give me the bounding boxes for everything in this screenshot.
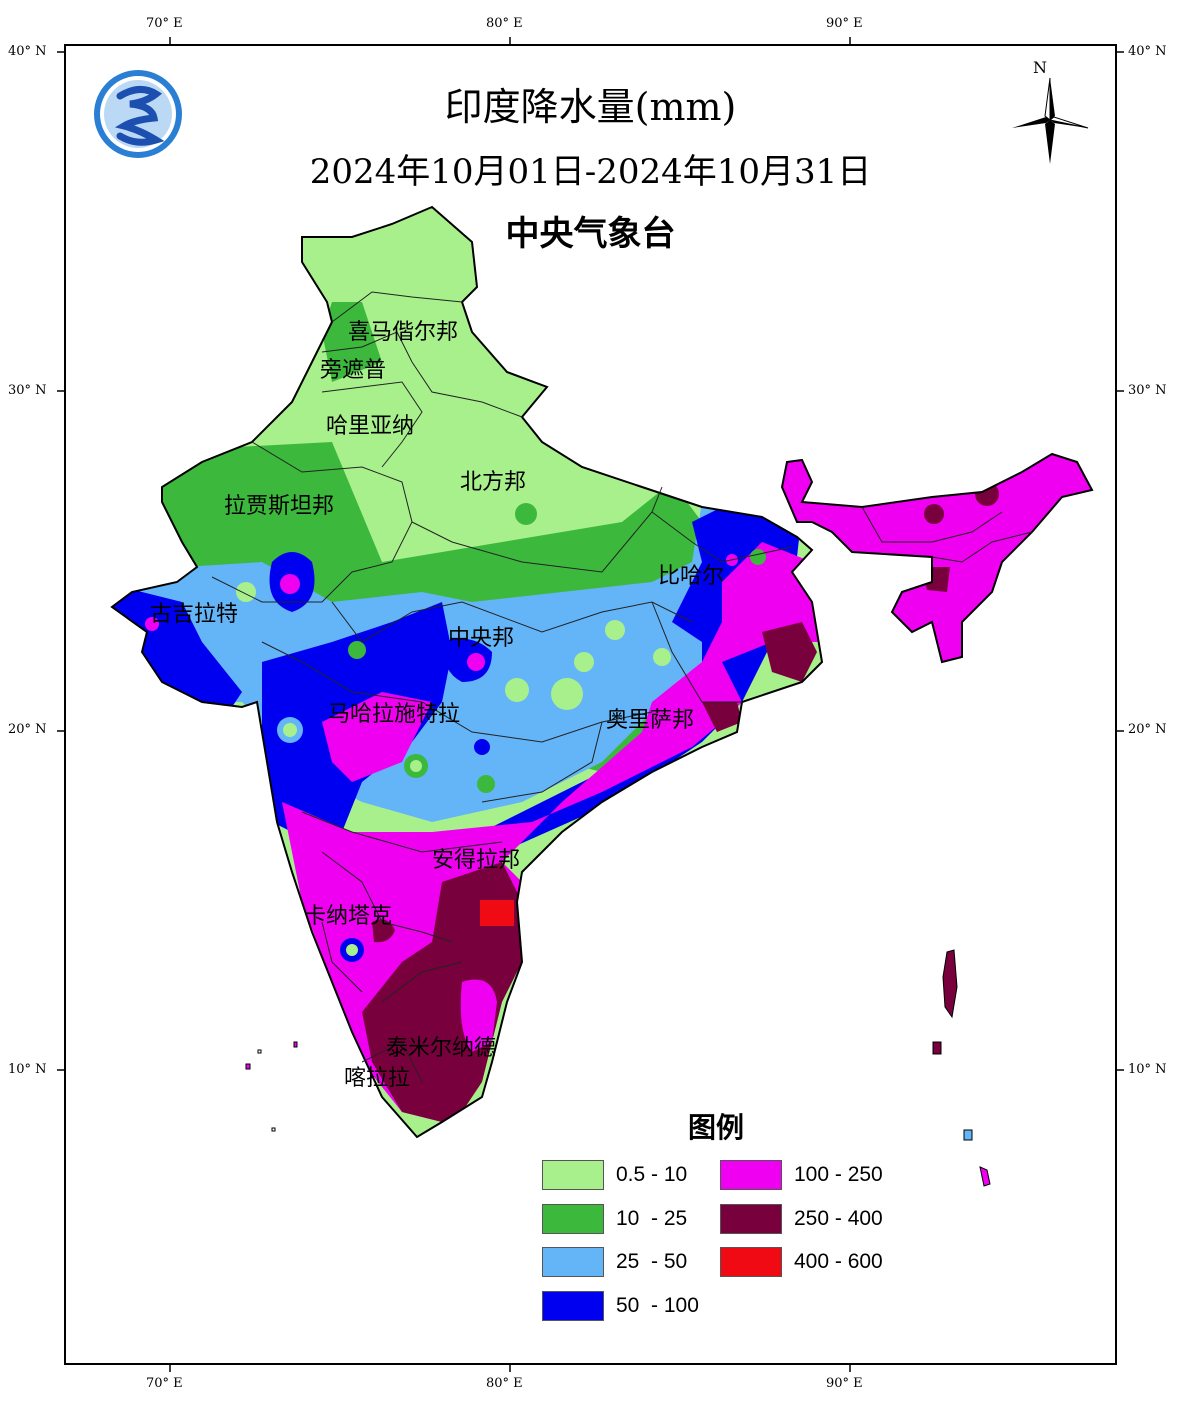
- map-frame: 印度降水量(mm) 2024年10月01日-2024年10月31日 中央气象台 …: [64, 44, 1117, 1365]
- lat-label-40-left: 40° N: [8, 44, 47, 59]
- cma-logo-icon: [94, 70, 182, 158]
- state-label: 中央邦: [448, 626, 515, 651]
- lat-label-40-right: 40° N: [1128, 44, 1167, 59]
- lon-label-70-top: 70° E: [146, 16, 183, 31]
- lon-label-80-bottom: 80° E: [486, 1376, 523, 1391]
- legend-label: 25 - 50: [616, 1250, 688, 1273]
- precipitation-map: [110, 205, 1094, 1187]
- legend-swatch: [720, 1204, 782, 1234]
- legend-label: 50 - 100: [616, 1294, 699, 1317]
- state-boundaries: [211, 291, 1033, 1083]
- state-label: 古吉拉特: [150, 602, 239, 627]
- state-label: 哈里亚纳: [326, 414, 415, 439]
- agency-name: 中央气象台: [505, 214, 676, 254]
- legend-label: 0.5 - 10: [616, 1163, 688, 1186]
- legend-item: 25 - 50: [542, 1247, 687, 1277]
- ne-outline: [780, 452, 1094, 664]
- legend-item: 10 - 25: [542, 1204, 687, 1234]
- legend-swatch: [542, 1204, 604, 1234]
- legend-swatch: [542, 1247, 604, 1277]
- state-label: 卡纳塔克: [304, 904, 393, 929]
- state-label: 喀拉拉: [344, 1066, 411, 1091]
- state-label: 安得拉邦: [432, 848, 521, 873]
- lon-label-90-top: 90° E: [826, 16, 863, 31]
- lat-label-10-left: 10° N: [8, 1062, 47, 1077]
- lon-label-70-bottom: 70° E: [146, 1376, 183, 1391]
- north-label: N: [1033, 58, 1047, 77]
- state-label: 旁遮普: [320, 358, 387, 383]
- island-groups: [245, 949, 991, 1187]
- date-range: 2024年10月01日-2024年10月31日: [309, 152, 872, 192]
- map-title: 印度降水量(mm): [444, 85, 737, 129]
- state-label: 北方邦: [460, 470, 527, 495]
- lat-label-30-right: 30° N: [1128, 383, 1167, 398]
- legend-item: 400 - 600: [720, 1247, 883, 1277]
- state-label: 喜马偕尔邦: [348, 320, 459, 345]
- legend-label: 400 - 600: [794, 1250, 883, 1273]
- lat-label-20-left: 20° N: [8, 722, 47, 737]
- lat-label-10-right: 10° N: [1128, 1062, 1167, 1077]
- lat-label-30-left: 30° N: [8, 383, 47, 398]
- lat-label-20-right: 20° N: [1128, 722, 1167, 737]
- legend-item: 100 - 250: [720, 1160, 883, 1190]
- legend-label: 10 - 25: [616, 1207, 688, 1230]
- state-label: 奥里萨邦: [606, 708, 695, 733]
- legend-label: 100 - 250: [794, 1163, 883, 1186]
- legend-swatch: [542, 1160, 604, 1190]
- india-outline: [110, 205, 824, 1139]
- india-precip-field: [112, 207, 822, 1137]
- state-label: 泰米尔纳德: [386, 1036, 497, 1061]
- legend-swatch: [542, 1291, 604, 1321]
- legend-label: 250 - 400: [794, 1207, 883, 1230]
- state-label: 比哈尔: [658, 564, 725, 589]
- legend-swatch: [720, 1247, 782, 1277]
- state-label: 拉贾斯坦邦: [224, 494, 335, 519]
- lon-label-80-top: 80° E: [486, 16, 523, 31]
- state-label: 马哈拉施特拉: [328, 702, 461, 727]
- legend-title: 图例: [688, 1111, 745, 1144]
- lon-label-90-bottom: 90° E: [826, 1376, 863, 1391]
- legend-swatch: [720, 1160, 782, 1190]
- legend-item: 250 - 400: [720, 1204, 883, 1234]
- legend-item: 0.5 - 10: [542, 1160, 687, 1190]
- ne-precip-field: [782, 454, 1092, 662]
- legend-item: 50 - 100: [542, 1291, 699, 1321]
